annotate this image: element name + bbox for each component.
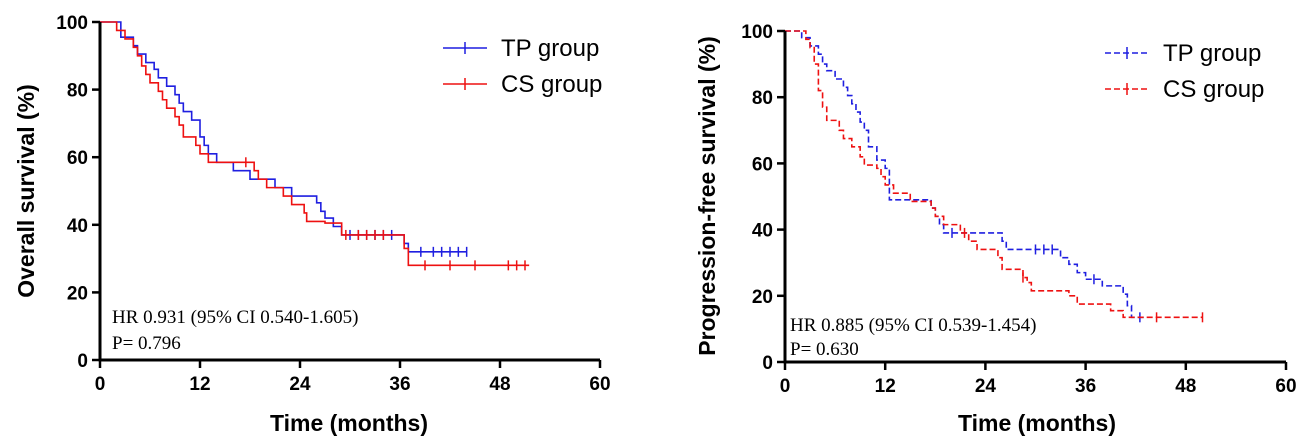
y-axis-title: Overall survival (%) xyxy=(13,84,39,298)
series-line-cs-group xyxy=(785,30,1203,319)
x-tick-label: 12 xyxy=(189,374,210,395)
x-tick-label: 24 xyxy=(289,374,311,395)
y-tick-label: 0 xyxy=(77,351,88,372)
x-axis-title: Time (months) xyxy=(958,410,1116,436)
x-tick-label: 60 xyxy=(1275,376,1296,397)
x-axis-title: Time (months) xyxy=(270,410,428,436)
legend-label: CS group xyxy=(501,71,602,98)
x-tick-label: 36 xyxy=(1075,376,1096,397)
x-tick-label: 60 xyxy=(589,374,610,395)
legend: TP group CS group xyxy=(1105,40,1264,103)
legend-label: TP group xyxy=(1163,40,1261,67)
y-axis-title: Progression-free survival (%) xyxy=(694,36,720,356)
y-tick-label: 40 xyxy=(67,216,88,237)
y-tick-label: 0 xyxy=(762,353,773,374)
y-tick-label: 100 xyxy=(741,22,773,43)
y-tick-label: 100 xyxy=(56,13,88,34)
y-tick-label: 80 xyxy=(752,88,773,109)
x-tick-label: 36 xyxy=(389,374,410,395)
y-tick-label: 60 xyxy=(752,154,773,175)
x-tick-label: 12 xyxy=(875,376,896,397)
series-line-tp-group xyxy=(100,21,467,253)
x-tick-label: 0 xyxy=(95,374,106,395)
hazard-ratio-annotation: HR 0.931 (95% CI 0.540-1.605) xyxy=(112,307,358,328)
hazard-ratio-annotation: HR 0.885 (95% CI 0.539-1.454) xyxy=(790,315,1036,336)
p-value-annotation: P= 0.796 xyxy=(112,333,181,354)
series-line-cs-group xyxy=(100,21,530,267)
y-tick-label: 40 xyxy=(752,221,773,242)
x-tick-label: 0 xyxy=(780,376,791,397)
x-tick-label: 48 xyxy=(489,374,510,395)
y-tick-label: 60 xyxy=(67,148,88,169)
y-tick-label: 80 xyxy=(67,81,88,102)
x-tick-label: 24 xyxy=(975,376,997,397)
legend: TP group CS group xyxy=(443,35,602,98)
x-tick-label: 48 xyxy=(1175,376,1196,397)
legend-label: TP group xyxy=(501,35,599,62)
progression-free-survival-chart: 0 12 24 36 48 60 0 20 40 60 80 100 Progression-fre… xyxy=(694,22,1297,436)
legend-label: CS group xyxy=(1163,76,1264,103)
overall-survival-chart: 0 12 24 36 48 60 0 20 40 60 80 100 Overall surviva… xyxy=(13,13,611,436)
y-tick-label: 20 xyxy=(752,287,773,308)
p-value-annotation: P= 0.630 xyxy=(790,339,859,360)
series-line-tp-group xyxy=(785,30,1145,319)
y-tick-label: 20 xyxy=(67,283,88,304)
